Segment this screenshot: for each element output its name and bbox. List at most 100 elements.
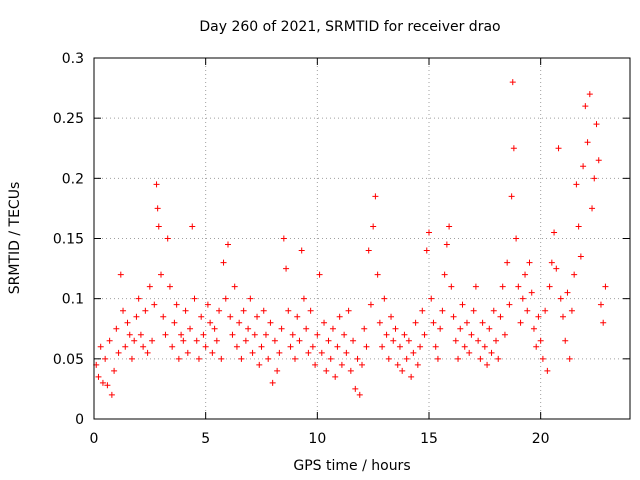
data-point <box>256 361 263 368</box>
data-point <box>292 355 298 362</box>
data-point <box>236 319 243 326</box>
data-point <box>477 355 484 362</box>
data-point <box>597 301 604 308</box>
data-point <box>499 283 506 290</box>
data-point <box>289 331 296 338</box>
data-point <box>408 373 415 380</box>
data-point <box>452 337 459 344</box>
data-point <box>426 229 432 236</box>
data-point <box>437 325 444 332</box>
data-point <box>198 313 205 320</box>
y-tick-label: 0.25 <box>53 111 84 127</box>
data-point <box>262 331 269 338</box>
data-point <box>303 325 310 332</box>
data-point <box>432 343 439 350</box>
data-point <box>274 367 281 374</box>
data-point <box>120 307 127 314</box>
data-point <box>509 79 516 86</box>
data-point <box>517 319 524 326</box>
data-point <box>307 307 314 314</box>
data-point <box>589 205 596 212</box>
data-point <box>528 289 535 296</box>
data-point <box>468 331 475 338</box>
data-point <box>151 301 158 308</box>
data-point <box>131 337 138 344</box>
data-point <box>254 313 261 320</box>
data-point <box>577 253 584 260</box>
data-point <box>443 241 450 248</box>
data-point <box>154 205 161 212</box>
data-point <box>135 295 142 302</box>
data-point <box>385 355 392 362</box>
data-point <box>285 307 292 314</box>
data-point <box>95 373 102 380</box>
data-point <box>296 337 303 344</box>
data-point <box>350 337 357 344</box>
x-tick-label: 10 <box>308 431 326 447</box>
data-point <box>501 331 508 338</box>
data-point <box>591 175 598 182</box>
data-point <box>309 343 316 350</box>
x-tick-label: 5 <box>201 431 210 447</box>
data-point <box>417 343 424 350</box>
data-point <box>479 319 486 326</box>
data-point <box>162 331 169 338</box>
data-point <box>352 385 359 392</box>
data-point <box>381 295 388 302</box>
data-point <box>128 355 135 362</box>
data-point <box>595 157 602 164</box>
data-point <box>441 271 448 278</box>
data-point <box>267 319 274 326</box>
data-point <box>321 319 328 326</box>
data-point <box>535 313 542 320</box>
data-point <box>363 343 370 350</box>
data-point <box>584 139 591 146</box>
data-point <box>171 319 178 326</box>
data-point <box>533 343 540 350</box>
data-point <box>202 343 209 350</box>
data-point <box>269 379 276 386</box>
data-point <box>414 361 421 368</box>
data-point <box>526 259 533 266</box>
data-point <box>497 313 504 320</box>
data-point <box>504 259 511 266</box>
y-tick-label: 0.1 <box>62 292 84 308</box>
data-point <box>493 337 499 344</box>
data-point <box>461 343 468 350</box>
data-point <box>367 301 374 308</box>
data-point <box>298 247 305 254</box>
data-point <box>245 325 252 332</box>
data-point <box>166 283 173 290</box>
data-point <box>249 349 256 356</box>
data-point <box>573 181 580 188</box>
data-point <box>191 295 198 302</box>
data-point <box>490 307 497 314</box>
data-point <box>140 343 147 350</box>
data-point <box>104 382 111 389</box>
data-point <box>365 247 372 254</box>
data-point <box>403 355 410 362</box>
data-point <box>258 343 265 350</box>
data-point <box>551 229 558 236</box>
data-point <box>341 331 348 338</box>
data-point <box>410 349 417 356</box>
data-point <box>312 361 319 368</box>
data-point <box>142 307 149 314</box>
data-point <box>466 349 473 356</box>
y-axis-label: SRMTID / TECUs <box>7 182 23 295</box>
data-point <box>345 307 352 314</box>
data-point <box>600 319 607 326</box>
data-point <box>242 337 249 344</box>
data-point <box>211 325 218 332</box>
data-point <box>372 193 379 200</box>
data-point <box>240 307 247 314</box>
data-point <box>602 283 609 290</box>
y-tick-label: 0.05 <box>53 352 84 368</box>
data-point <box>149 337 156 344</box>
data-point <box>370 223 377 230</box>
data-point <box>472 283 479 290</box>
data-point <box>383 331 390 338</box>
data-point <box>580 163 587 170</box>
data-point <box>178 331 185 338</box>
data-point <box>343 349 350 356</box>
